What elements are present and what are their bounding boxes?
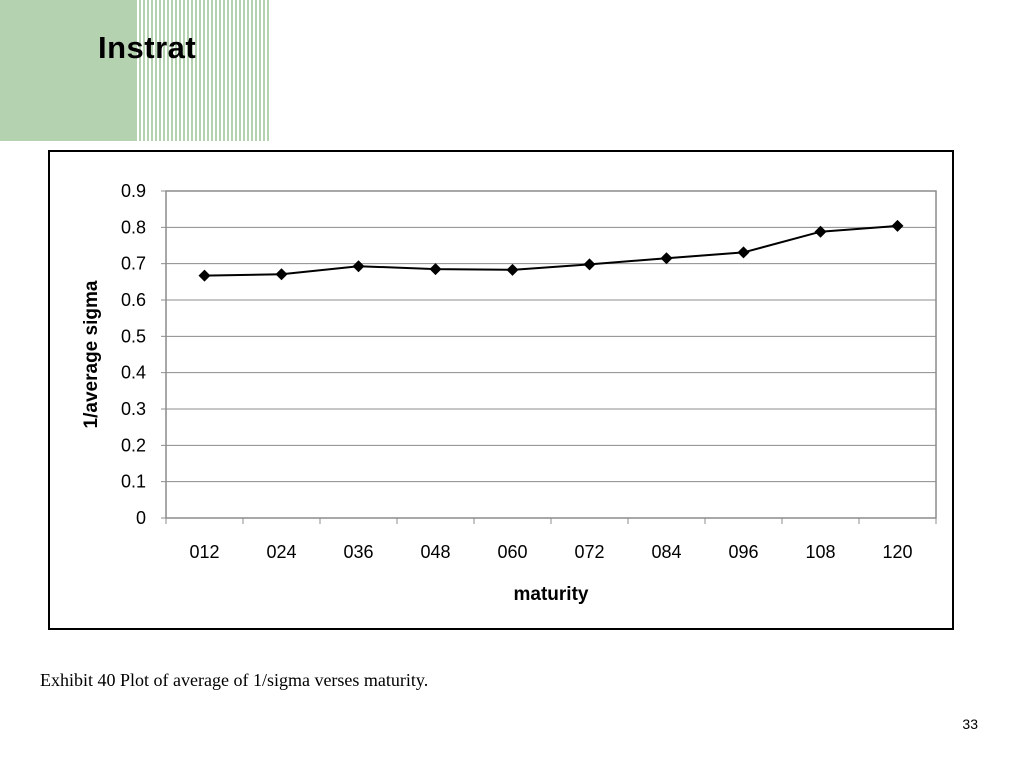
x-tick-label: 036 — [343, 542, 373, 562]
y-tick-label: 0.6 — [121, 290, 146, 310]
data-point-marker — [198, 269, 211, 282]
slide-title: Instrat — [98, 30, 197, 65]
y-tick-label: 0 — [136, 508, 146, 528]
x-tick-label: 120 — [882, 542, 912, 562]
data-point-marker — [506, 263, 519, 276]
decorative-green-stripes — [135, 0, 271, 141]
y-tick-label: 0.4 — [121, 363, 146, 383]
chart-frame: 0 0.1 0.2 0.3 0.4 0.5 0.6 0.7 0.8 0.9 012 024 036 048… — [48, 150, 954, 630]
y-tick-label: 0.1 — [121, 472, 146, 492]
x-tick-label: 084 — [651, 542, 681, 562]
data-point-marker — [429, 263, 442, 276]
y-tick-label: 0.9 — [121, 181, 146, 201]
x-tick-label: 060 — [497, 542, 527, 562]
x-tick-label: 012 — [189, 542, 219, 562]
decorative-green-block — [0, 0, 135, 141]
x-tick-label: 108 — [805, 542, 835, 562]
y-axis-title: 1/average sigma — [81, 280, 102, 428]
x-tick-label: 024 — [266, 542, 296, 562]
y-tick-label: 0.5 — [121, 326, 146, 346]
data-point-marker — [891, 219, 904, 232]
series-line — [204, 224, 898, 277]
data-point-marker — [583, 258, 596, 271]
figure-caption: Exhibit 40 Plot of average of 1/sigma ve… — [40, 670, 429, 690]
x-axis-title: maturity — [514, 584, 589, 605]
page-number: 33 — [962, 716, 978, 732]
y-tick-label: 0.7 — [121, 254, 146, 274]
data-point-marker — [814, 225, 827, 238]
y-tick-label: 0.8 — [121, 217, 146, 237]
y-tick-label: 0.3 — [121, 399, 146, 419]
data-point-marker — [660, 252, 673, 265]
y-tick-label: 0.2 — [121, 435, 146, 455]
line-chart: 0 0.1 0.2 0.3 0.4 0.5 0.6 0.7 0.8 0.9 012 024 036 048… — [81, 181, 937, 605]
data-point-marker — [275, 268, 288, 281]
x-tick-label: 096 — [728, 542, 758, 562]
x-tick-label: 048 — [420, 542, 450, 562]
data-point-marker — [352, 260, 365, 273]
data-point-marker — [737, 246, 750, 259]
plot-area-border — [165, 190, 937, 519]
x-tick-label: 072 — [574, 542, 604, 562]
